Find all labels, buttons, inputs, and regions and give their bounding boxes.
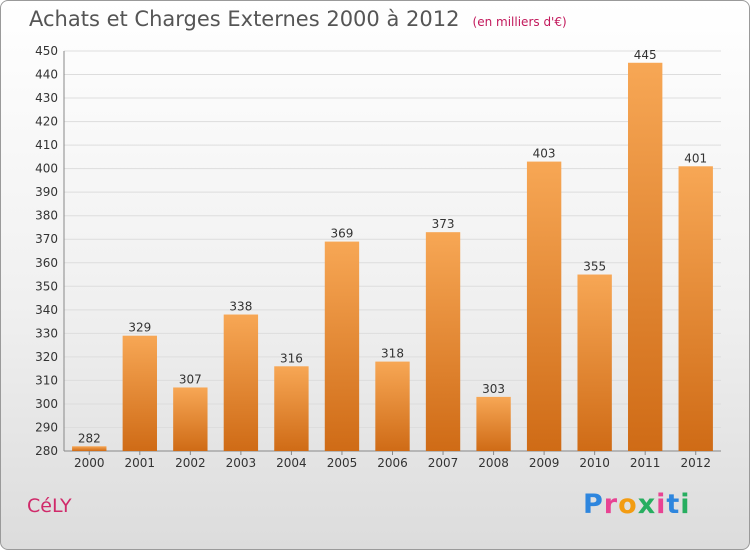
- y-tick-label: 450: [35, 44, 58, 58]
- y-tick-label: 420: [35, 115, 58, 129]
- chart-title: Achats et Charges Externes 2000 à 2012: [29, 7, 460, 31]
- brand-letter: i: [680, 489, 691, 520]
- y-tick-label: 430: [35, 91, 58, 105]
- y-tick-label: 440: [35, 68, 58, 82]
- bar: [72, 446, 107, 451]
- x-tick-label: 2000: [74, 456, 105, 470]
- data-label: 373: [432, 217, 455, 231]
- chart-unit: (en milliers d'€): [472, 15, 567, 29]
- y-tick-label: 380: [35, 209, 58, 223]
- bar: [628, 62, 663, 451]
- y-tick-label: 320: [35, 350, 58, 364]
- y-tick-label: 280: [35, 444, 58, 458]
- data-label: 403: [533, 147, 556, 161]
- data-label: 307: [179, 372, 202, 386]
- x-tick-label: 2003: [226, 456, 257, 470]
- y-tick-label: 300: [35, 397, 58, 411]
- y-tick-label: 340: [35, 303, 58, 317]
- x-tick-label: 2005: [327, 456, 358, 470]
- data-label: 318: [381, 347, 404, 361]
- bar: [223, 314, 259, 451]
- y-tick-label: 360: [35, 256, 58, 270]
- bar: [526, 161, 562, 451]
- y-tick-label: 330: [35, 326, 58, 340]
- data-label: 445: [634, 48, 657, 62]
- brand-letter: i: [656, 489, 667, 520]
- bar: [173, 387, 208, 451]
- y-tick-label: 400: [35, 162, 58, 176]
- title-row: Achats et Charges Externes 2000 à 2012 (…: [29, 7, 567, 31]
- y-tick-label: 370: [35, 232, 58, 246]
- bar: [274, 366, 309, 451]
- bar: [122, 335, 157, 451]
- x-tick-label: 2001: [125, 456, 156, 470]
- brand-letter: x: [637, 489, 657, 520]
- brand-logo: Proxiti: [583, 489, 691, 520]
- bar: [324, 241, 360, 451]
- bar: [476, 396, 511, 451]
- x-tick-label: 2010: [579, 456, 610, 470]
- data-label: 355: [583, 260, 606, 274]
- x-tick-label: 2012: [680, 456, 711, 470]
- y-tick-label: 350: [35, 279, 58, 293]
- bar: [425, 232, 461, 451]
- y-tick-label: 310: [35, 373, 58, 387]
- x-tick-label: 2006: [377, 456, 408, 470]
- data-label: 338: [229, 300, 252, 314]
- data-label: 303: [482, 382, 505, 396]
- brand-letter: t: [666, 489, 681, 520]
- brand-letter: P: [583, 489, 604, 520]
- x-tick-label: 2011: [630, 456, 661, 470]
- data-label: 316: [280, 351, 303, 365]
- y-tick-label: 410: [35, 138, 58, 152]
- x-tick-label: 2004: [276, 456, 307, 470]
- bar: [375, 361, 410, 451]
- y-tick-label: 290: [35, 420, 58, 434]
- data-label: 369: [331, 227, 354, 241]
- brand-letter: r: [603, 489, 619, 520]
- brand-letter: o: [618, 489, 638, 520]
- data-label: 282: [78, 431, 101, 445]
- bar: [678, 166, 713, 451]
- x-tick-label: 2008: [478, 456, 509, 470]
- x-tick-label: 2007: [428, 456, 459, 470]
- y-tick-label: 390: [35, 185, 58, 199]
- x-tick-label: 2002: [175, 456, 206, 470]
- commune-name: CéLY: [27, 495, 72, 517]
- data-label: 401: [684, 151, 707, 165]
- x-tick-label: 2009: [529, 456, 560, 470]
- bar: [577, 274, 612, 451]
- data-label: 329: [128, 321, 151, 335]
